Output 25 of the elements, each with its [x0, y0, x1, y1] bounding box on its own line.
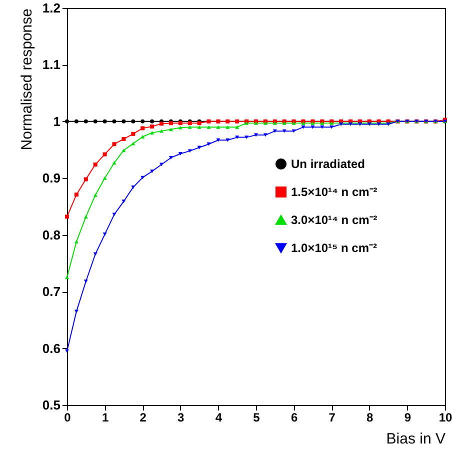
y-tick-label: 1.2 — [42, 0, 60, 16]
y-tick-label: 0.7 — [42, 284, 60, 300]
x-tick-label: 6 — [290, 410, 298, 424]
legend-label: 1.5×10¹⁴ n cm⁻² — [291, 185, 378, 199]
x-tick-label: 3 — [178, 410, 185, 424]
legend-label: 1.0×10¹⁵ n cm⁻² — [291, 241, 378, 255]
x-tick-label: 7 — [328, 410, 336, 424]
y-tick-label: 0.5 — [42, 398, 60, 412]
x-tick-label: 9 — [404, 410, 412, 424]
x-tick-label: 10 — [438, 410, 452, 424]
legend-label: 3.0×10¹⁴ n cm⁻² — [291, 213, 378, 227]
y-axis-title: Normalised response — [18, 8, 36, 150]
x-tick-label: 8 — [366, 410, 374, 424]
x-axis-title: Bias in V — [386, 430, 446, 448]
x-tick-label: 5 — [253, 410, 260, 424]
y-tick-label: 0.6 — [42, 340, 60, 356]
x-tick-label: 0 — [64, 410, 72, 424]
y-tick-label: 1.1 — [42, 57, 60, 72]
y-tick-label: 0.9 — [42, 170, 60, 186]
x-tick-label: 2 — [140, 410, 147, 424]
legend-label: Un irradiated — [291, 157, 366, 171]
x-tick-label: 1 — [102, 410, 109, 424]
y-tick-label: 1 — [53, 114, 60, 129]
y-tick-label: 0.8 — [42, 227, 60, 242]
x-tick-label: 4 — [215, 410, 222, 424]
